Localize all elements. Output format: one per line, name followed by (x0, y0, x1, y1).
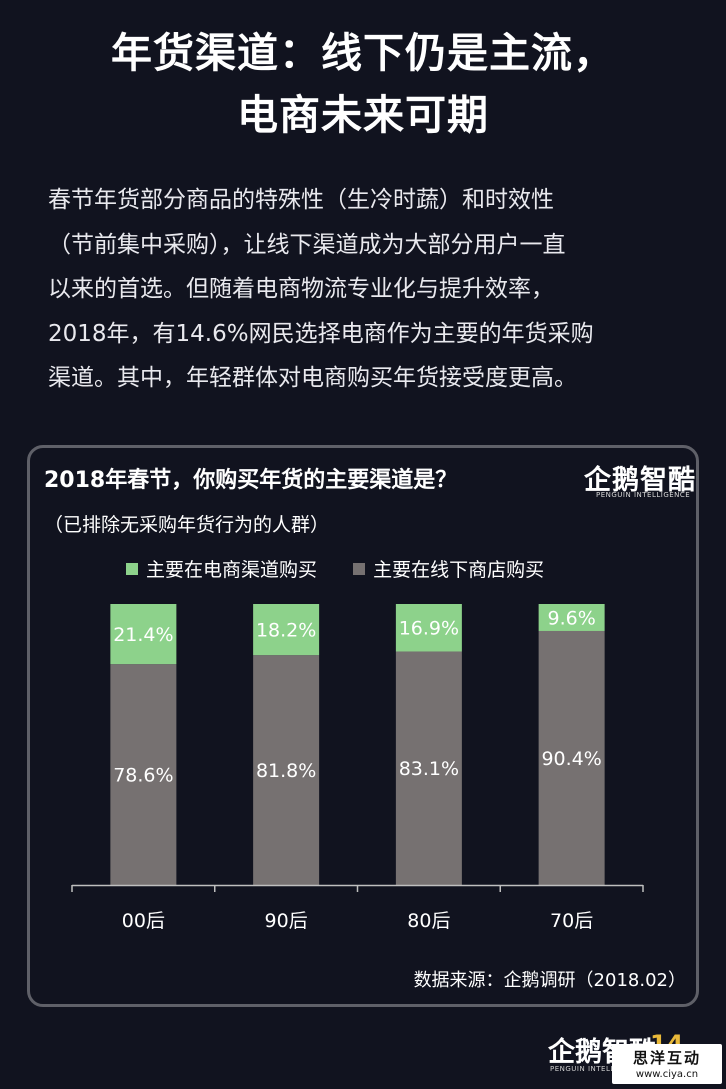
data-source: 数据来源：企鹅调研（2018.02） (413, 970, 686, 991)
watermark-title: 思洋互动 (632, 1049, 701, 1067)
brand-logo-text: 企鹅智酷 (584, 465, 696, 496)
data-label-offline-2: 83.1% (399, 758, 459, 780)
data-label-offline-1: 81.8% (256, 760, 316, 782)
data-label-online-2: 16.9% (399, 618, 459, 640)
legend-swatch-offline (353, 563, 366, 575)
data-label-online-0: 21.4% (113, 624, 173, 646)
legend-item-online: 主要在电商渠道购买 (126, 555, 317, 582)
chart-subtitle: （已排除无采购年货行为的人群） (44, 514, 330, 536)
body-line: 春节年货部分商品的特殊性（生冷时蔬）和时效性 (48, 187, 554, 213)
intro-paragraph: 春节年货部分商品的特殊性（生冷时蔬）和时效性 （节前集中采购），让线下渠道成为大… (48, 178, 688, 401)
bar-offline-2 (395, 651, 462, 885)
chart-legend: 主要在电商渠道购买 主要在线下商店购买 (126, 555, 574, 582)
site-watermark: 思洋互动 www.ciya.cn (612, 1044, 722, 1084)
legend-label-offline: 主要在线下商店购买 (373, 559, 545, 581)
bar-offline-1 (253, 655, 320, 885)
legend-swatch-online (126, 563, 138, 575)
data-label-offline-3: 90.4% (541, 748, 601, 770)
brand-logo-subtext: PENGUIN INTELLIGENCE (596, 491, 691, 499)
chart-card: 2018年春节，你购买年货的主要渠道是？ （已排除无采购年货行为的人群） 企鹅智… (27, 445, 699, 1007)
title-line-2: 电商未来可期 (237, 91, 489, 139)
legend-label-online: 主要在电商渠道购买 (146, 559, 318, 581)
chart-title: 2018年春节，你购买年货的主要渠道是？ (44, 468, 458, 493)
page-title: 年货渠道：线下仍是主流， 电商未来可期 (0, 22, 726, 146)
body-line: 渠道。其中，年轻群体对电商购买年货接受度更高。 (48, 365, 577, 391)
bar-online-2 (395, 604, 462, 652)
watermark-url: www.ciya.cn (635, 1069, 699, 1080)
bar-offline-3 (538, 630, 605, 885)
x-tick-label-2: 80后 (407, 910, 450, 932)
footer-logo-subtext: PENGUIN INTELLIGENCE (550, 1065, 645, 1073)
bar-online-3 (538, 604, 605, 631)
title-line-1: 年货渠道：线下仍是主流， (111, 29, 615, 77)
body-line: 2018年，有14.6%网民选择电商作为主要的年货采购 (48, 320, 594, 347)
stacked-bar-chart: 21.4% 78.6% 00后 18.2% 81.8% 90后 16.9% 83.1% 80后 9… (71, 604, 644, 932)
x-tick-label-1: 90后 (265, 910, 308, 932)
data-label-online-3: 9.6% (547, 607, 595, 629)
body-line: 以来的首选。但随着电商物流专业化与提升效率， (48, 276, 554, 302)
bar-online-1 (253, 604, 320, 656)
bar-offline-0 (110, 664, 177, 885)
bar-online-0 (110, 604, 177, 665)
body-line: （节前集中采购），让线下渠道成为大部分用户一直 (48, 231, 566, 258)
x-tick-label-0: 00后 (122, 910, 165, 932)
data-label-offline-0: 78.6% (113, 765, 173, 787)
x-tick-label-3: 70后 (550, 910, 593, 932)
brand-logo: 企鹅智酷 PENGUIN INTELLIGENCE (578, 458, 695, 510)
data-label-online-1: 18.2% (256, 620, 316, 642)
legend-item-offline: 主要在线下商店购买 (353, 555, 544, 582)
